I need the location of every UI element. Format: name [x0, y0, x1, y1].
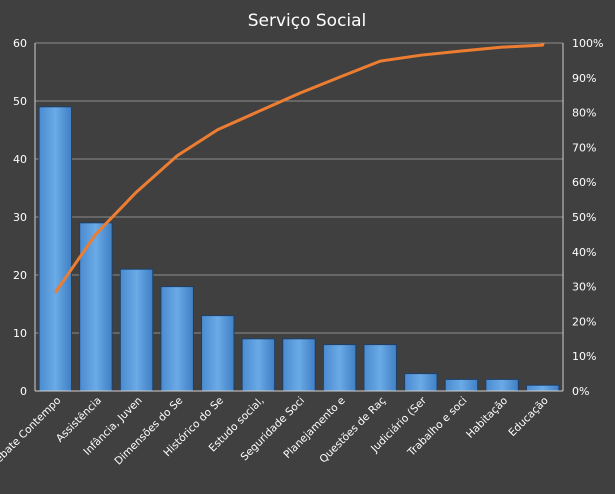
bar [363, 344, 397, 392]
x-tick-label: Habitação [464, 395, 510, 441]
bar [160, 286, 194, 392]
y-left-tick-label: 10 [13, 327, 27, 340]
y-right-tick-label: 30% [572, 281, 596, 294]
bar [119, 268, 154, 392]
bar [485, 378, 519, 392]
gridlines [35, 42, 563, 334]
y-right-tick-label: 50% [572, 211, 596, 224]
y-right-tick-label: 10% [572, 350, 596, 363]
y-left-tick-label: 40 [13, 153, 27, 166]
bars [38, 106, 560, 392]
y-right-tick-label: 80% [572, 107, 596, 120]
cumulative-line [54, 42, 545, 294]
x-tick-label: Dimensões do Se [112, 395, 185, 468]
bar [525, 384, 560, 392]
y-left-tick-label: 30 [13, 211, 27, 224]
y-right-tick-label: 0% [572, 385, 589, 398]
y-left-tick-label: 0 [20, 385, 27, 398]
y-right-tick-label: 60% [572, 176, 596, 189]
chart-title: Serviço Social [248, 11, 367, 31]
y-right-tick-label: 100% [572, 37, 603, 50]
bar [404, 373, 438, 392]
y-right-tick-label: 90% [572, 72, 596, 85]
bar [444, 378, 479, 392]
y-right-tick-label: 70% [572, 141, 596, 154]
y-right-tick-label: 40% [572, 246, 596, 259]
y-right-tick-label: 20% [572, 315, 596, 328]
bar [322, 344, 357, 392]
bar [38, 106, 73, 392]
y-left-tick-label: 20 [13, 269, 27, 282]
y-left-tick-label: 60 [13, 37, 27, 50]
axes: 0 10 20 30 40 50 60 0% 10% 20% 30% 40% 50% 60% 70% 80% 9… [13, 37, 603, 398]
x-tick-label: Debate Contempo [0, 395, 63, 471]
x-tick-label: Educação [506, 395, 550, 439]
y-left-tick-label: 50 [13, 95, 27, 108]
bar [201, 315, 235, 392]
bar [282, 338, 316, 392]
cumulative-percent-line [54, 42, 545, 294]
bar [241, 338, 276, 392]
